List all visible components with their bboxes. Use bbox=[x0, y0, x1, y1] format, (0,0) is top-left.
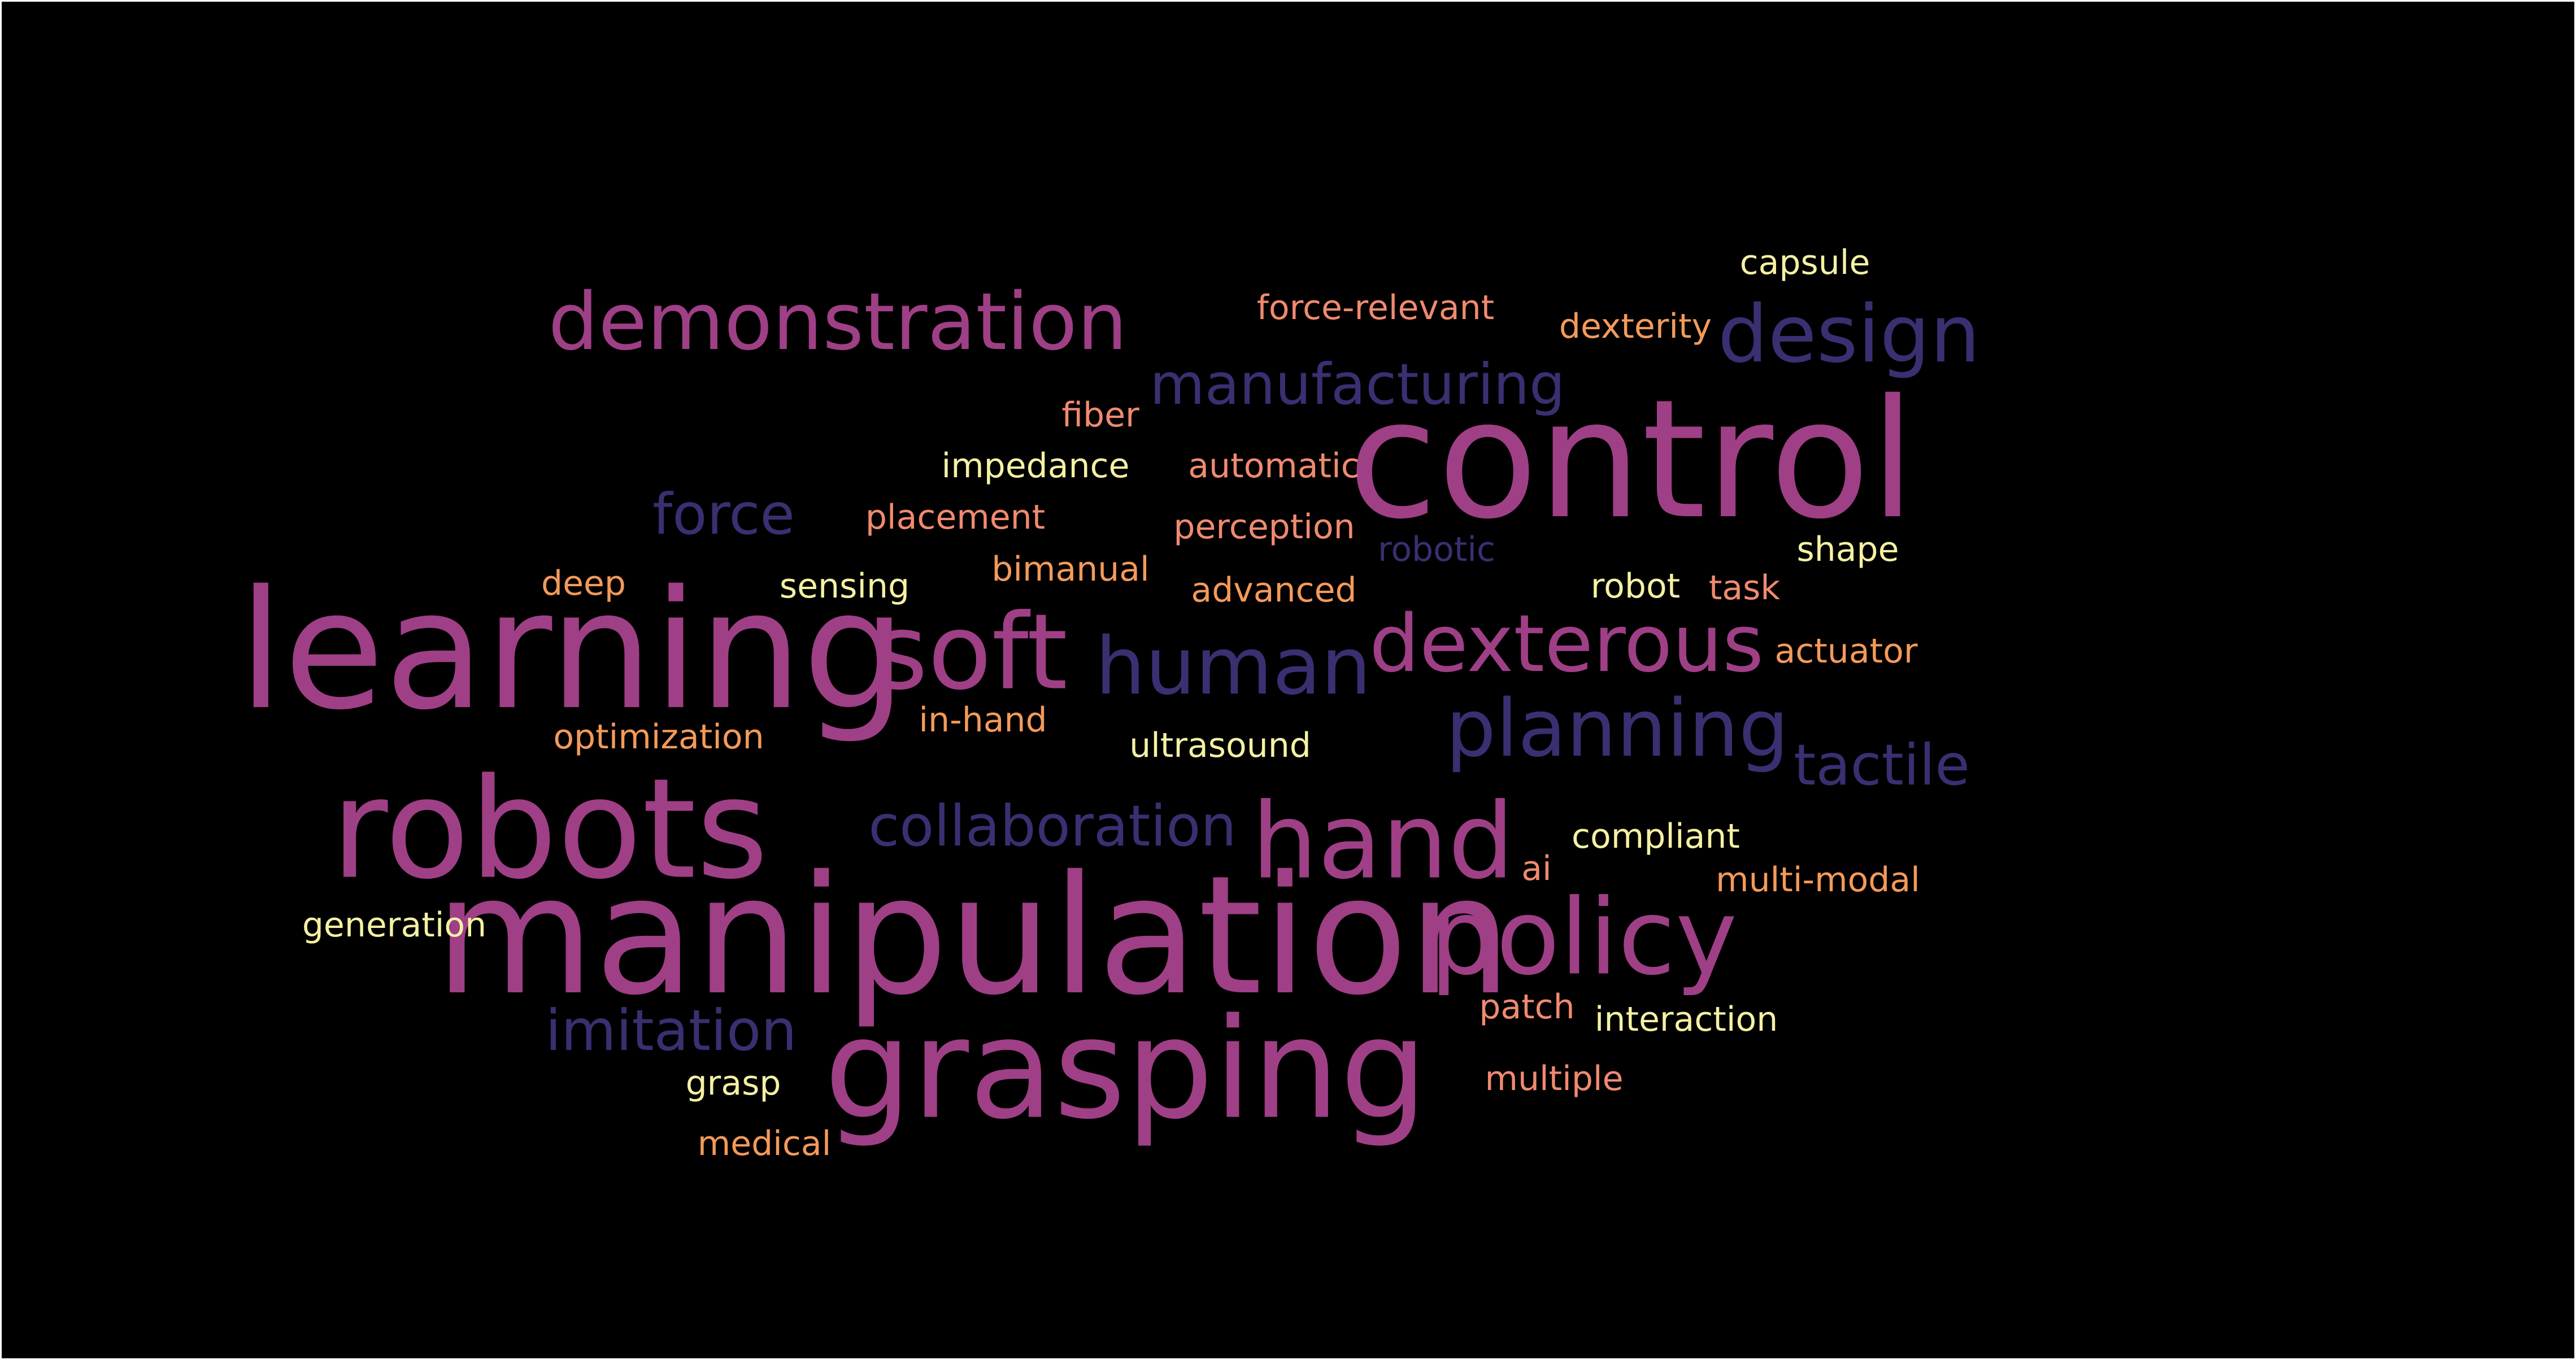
word-multi-modal: multi-modal bbox=[1716, 860, 1920, 900]
word-robots: robots bbox=[330, 748, 769, 910]
word-design: design bbox=[1717, 289, 1981, 381]
word-compliant: compliant bbox=[1572, 817, 1740, 856]
word-imitation: imitation bbox=[545, 997, 797, 1063]
word-manipulation: manipulation bbox=[434, 841, 1512, 1031]
word-capsule: capsule bbox=[1739, 243, 1870, 282]
word-generation: generation bbox=[302, 905, 487, 945]
word-force-relevant: force-relevant bbox=[1256, 288, 1495, 328]
word-grasping: grasping bbox=[824, 988, 1428, 1150]
word-human: human bbox=[1095, 621, 1372, 713]
word-fiber: fiber bbox=[1061, 395, 1139, 435]
word-in-hand: in-hand bbox=[919, 700, 1047, 740]
word-robotic: robotic bbox=[1377, 530, 1496, 569]
word-force: force bbox=[652, 481, 795, 547]
word-impedance: impedance bbox=[941, 446, 1130, 486]
word-dexterity: dexterity bbox=[1559, 307, 1712, 346]
word-tactile: tactile bbox=[1794, 732, 1970, 798]
word-hand: hand bbox=[1251, 780, 1515, 903]
word-demonstration: demonstration bbox=[548, 276, 1128, 368]
word-ai: ai bbox=[1521, 849, 1552, 888]
word-control: control bbox=[1347, 365, 1916, 555]
word-interaction: interaction bbox=[1594, 1000, 1778, 1039]
word-shape: shape bbox=[1796, 530, 1899, 569]
word-placement: placement bbox=[865, 498, 1046, 537]
word-perception: perception bbox=[1173, 507, 1355, 547]
word-automatic: automatic bbox=[1188, 446, 1360, 486]
word-sensing: sensing bbox=[779, 566, 910, 606]
word-robot: robot bbox=[1590, 566, 1681, 606]
word-collaboration: collaboration bbox=[868, 793, 1237, 859]
word-multiple: multiple bbox=[1485, 1059, 1624, 1099]
word-deep: deep bbox=[541, 564, 626, 603]
word-medical: medical bbox=[697, 1124, 832, 1163]
word-planning: planning bbox=[1446, 683, 1789, 775]
word-manufacturing: manufacturing bbox=[1150, 351, 1565, 417]
word-actuator: actuator bbox=[1774, 631, 1918, 671]
word-learning: learning bbox=[238, 556, 907, 746]
word-dexterous: dexterous bbox=[1369, 598, 1764, 690]
word-patch: patch bbox=[1479, 987, 1575, 1027]
word-bimanual: bimanual bbox=[991, 550, 1150, 589]
word-grasp: grasp bbox=[685, 1063, 781, 1103]
word-advanced: advanced bbox=[1191, 570, 1357, 610]
word-policy: policy bbox=[1429, 876, 1738, 999]
word-ultrasound: ultrasound bbox=[1129, 726, 1311, 765]
word-task: task bbox=[1708, 568, 1781, 608]
word-optimization: optimization bbox=[553, 717, 764, 757]
word-soft: soft bbox=[873, 591, 1068, 713]
